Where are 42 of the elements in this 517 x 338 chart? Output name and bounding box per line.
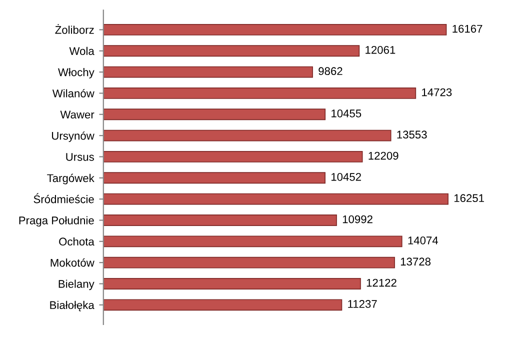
data-label: 14723 xyxy=(422,88,452,96)
data-label: 11237 xyxy=(348,300,377,308)
y-tick-label: Wawer xyxy=(60,110,94,119)
y-tick-label: Ursus xyxy=(66,153,94,161)
bar xyxy=(103,256,395,268)
bar xyxy=(103,278,361,290)
bar xyxy=(103,130,392,142)
data-label: 10455 xyxy=(332,110,362,118)
y-tick-label: Ochota xyxy=(59,237,94,246)
y-tick-label: Ursynów xyxy=(52,131,94,142)
data-label: 16251 xyxy=(454,194,484,202)
data-label: 16167 xyxy=(452,24,482,33)
data-label: 10452 xyxy=(331,173,361,181)
data-label: 13553 xyxy=(397,130,427,139)
data-label: 10992 xyxy=(342,215,372,224)
bar xyxy=(103,299,342,311)
y-tick-label: Targówek xyxy=(47,174,94,184)
y-tick-label: Bielany xyxy=(58,280,94,290)
bar xyxy=(103,236,402,248)
bar xyxy=(103,45,360,57)
data-label: 12122 xyxy=(366,278,396,287)
y-tick-label: Włochy xyxy=(58,68,94,78)
y-tick-label: Śródmieście xyxy=(34,193,94,204)
bar xyxy=(103,88,416,99)
bar xyxy=(103,151,363,162)
data-label: 14074 xyxy=(408,236,438,244)
y-tick-label: Wilanów xyxy=(52,89,94,98)
data-label: 9862 xyxy=(318,67,342,76)
data-label: 12061 xyxy=(366,46,396,54)
bar xyxy=(103,66,313,78)
y-tick-label: Mokotów xyxy=(50,258,94,267)
y-tick-label: Białołęka xyxy=(50,300,94,312)
data-label: 13728 xyxy=(400,258,431,266)
bar xyxy=(103,24,447,36)
bar xyxy=(103,172,326,184)
data-label: 12209 xyxy=(368,152,398,160)
bar xyxy=(103,193,448,205)
bar xyxy=(103,214,337,226)
bar xyxy=(103,108,326,120)
y-tick-label: Wola xyxy=(69,46,94,56)
y-tick-label: Praga Południe xyxy=(19,216,94,227)
y-tick-label: Żoliborz xyxy=(55,24,94,34)
